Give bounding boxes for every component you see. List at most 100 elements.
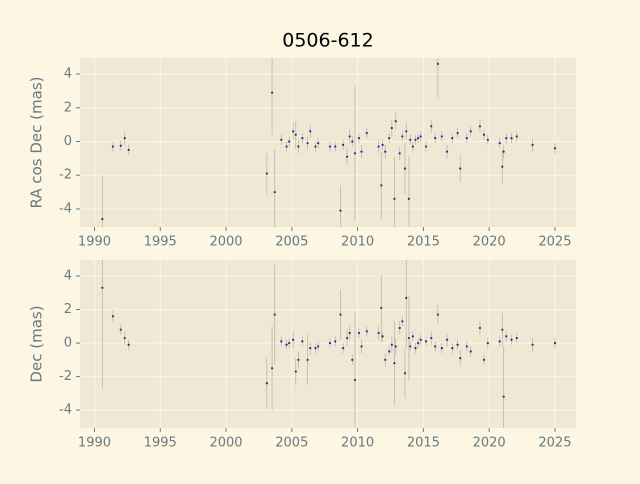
data-point xyxy=(306,142,309,145)
data-point xyxy=(351,140,354,143)
data-point xyxy=(403,372,407,375)
data-point xyxy=(377,331,380,335)
data-point xyxy=(288,140,291,143)
data-point xyxy=(384,358,387,361)
plot-area xyxy=(80,260,576,428)
data-point xyxy=(482,133,486,136)
x-tick-label: 2010 xyxy=(341,436,374,451)
data-point xyxy=(294,370,297,373)
y-tick-label: -4 xyxy=(59,201,72,216)
data-point xyxy=(393,362,396,365)
data-point xyxy=(380,306,383,310)
data-point xyxy=(365,131,368,135)
data-point xyxy=(440,135,443,138)
data-point xyxy=(401,135,404,138)
data-point xyxy=(388,137,391,140)
data-point xyxy=(292,130,295,133)
data-point xyxy=(360,150,363,153)
data-point xyxy=(357,331,361,335)
data-point xyxy=(388,350,391,353)
data-point xyxy=(414,138,417,141)
data-point xyxy=(502,150,505,153)
data-point xyxy=(417,341,420,345)
data-point xyxy=(353,378,357,382)
data-point xyxy=(273,313,276,316)
data-point xyxy=(292,338,295,341)
data-point xyxy=(288,341,291,345)
data-point xyxy=(390,343,393,346)
data-point xyxy=(459,357,462,360)
data-point xyxy=(348,331,351,335)
data-point xyxy=(314,347,317,350)
x-tick-label: 1990 xyxy=(78,436,111,451)
data-point xyxy=(430,125,433,128)
data-point xyxy=(297,358,300,361)
y-tick-label: -2 xyxy=(59,369,72,384)
data-point xyxy=(498,340,501,343)
x-tick-label: 2025 xyxy=(538,436,571,451)
y-tick-label: 4 xyxy=(64,67,72,82)
x-tick-label: 2020 xyxy=(473,235,506,250)
data-point xyxy=(294,133,297,136)
y-tick-label: -4 xyxy=(59,403,72,418)
data-point xyxy=(505,137,508,140)
data-point xyxy=(381,143,384,146)
x-tick-label: 1995 xyxy=(144,235,177,250)
data-point xyxy=(394,120,397,123)
data-point xyxy=(436,62,439,66)
y-tick-label: 0 xyxy=(64,134,72,149)
data-point xyxy=(486,341,489,345)
data-point xyxy=(345,336,349,340)
data-point xyxy=(407,197,411,200)
data-point xyxy=(101,217,104,221)
data-point xyxy=(478,125,482,128)
x-tick-label: 1990 xyxy=(78,235,111,250)
data-point xyxy=(328,341,332,345)
data-point xyxy=(515,135,518,138)
plot-area xyxy=(80,58,576,227)
data-point xyxy=(381,335,384,338)
data-point xyxy=(440,347,443,350)
data-point xyxy=(334,145,337,148)
data-point xyxy=(409,138,412,141)
data-point xyxy=(424,145,428,148)
data-point xyxy=(405,296,408,299)
data-point xyxy=(384,150,387,153)
data-point xyxy=(459,167,462,170)
data-point xyxy=(127,148,130,152)
data-point xyxy=(380,184,383,187)
data-point xyxy=(357,137,361,140)
data-point xyxy=(502,395,505,398)
data-points xyxy=(101,58,557,227)
subplot: 1990 1995 2000 2005 2010 2015 2020 2025 -4 -2 0 2 4 D… xyxy=(28,260,576,451)
data-point xyxy=(101,286,104,289)
data-point xyxy=(265,172,268,175)
data-point xyxy=(456,131,459,135)
data-point xyxy=(280,340,283,343)
data-point xyxy=(314,145,317,148)
data-point xyxy=(345,155,349,158)
data-point xyxy=(123,137,126,140)
data-point xyxy=(377,145,380,148)
data-point xyxy=(306,358,309,361)
data-point xyxy=(451,137,454,140)
y-axis-label: Dec (mas) xyxy=(28,305,46,382)
data-point xyxy=(501,165,504,168)
data-point xyxy=(365,330,368,333)
data-point xyxy=(270,367,274,370)
data-point xyxy=(515,336,518,340)
data-point xyxy=(501,328,504,331)
data-point xyxy=(273,190,276,194)
data-point xyxy=(119,328,122,331)
data-point xyxy=(401,320,404,323)
data-point xyxy=(531,143,534,146)
data-point xyxy=(393,197,396,200)
data-point xyxy=(398,152,401,155)
data-point xyxy=(469,350,472,353)
data-point xyxy=(309,347,312,350)
data-point xyxy=(411,335,414,338)
data-point xyxy=(469,130,472,133)
data-point xyxy=(348,135,351,138)
